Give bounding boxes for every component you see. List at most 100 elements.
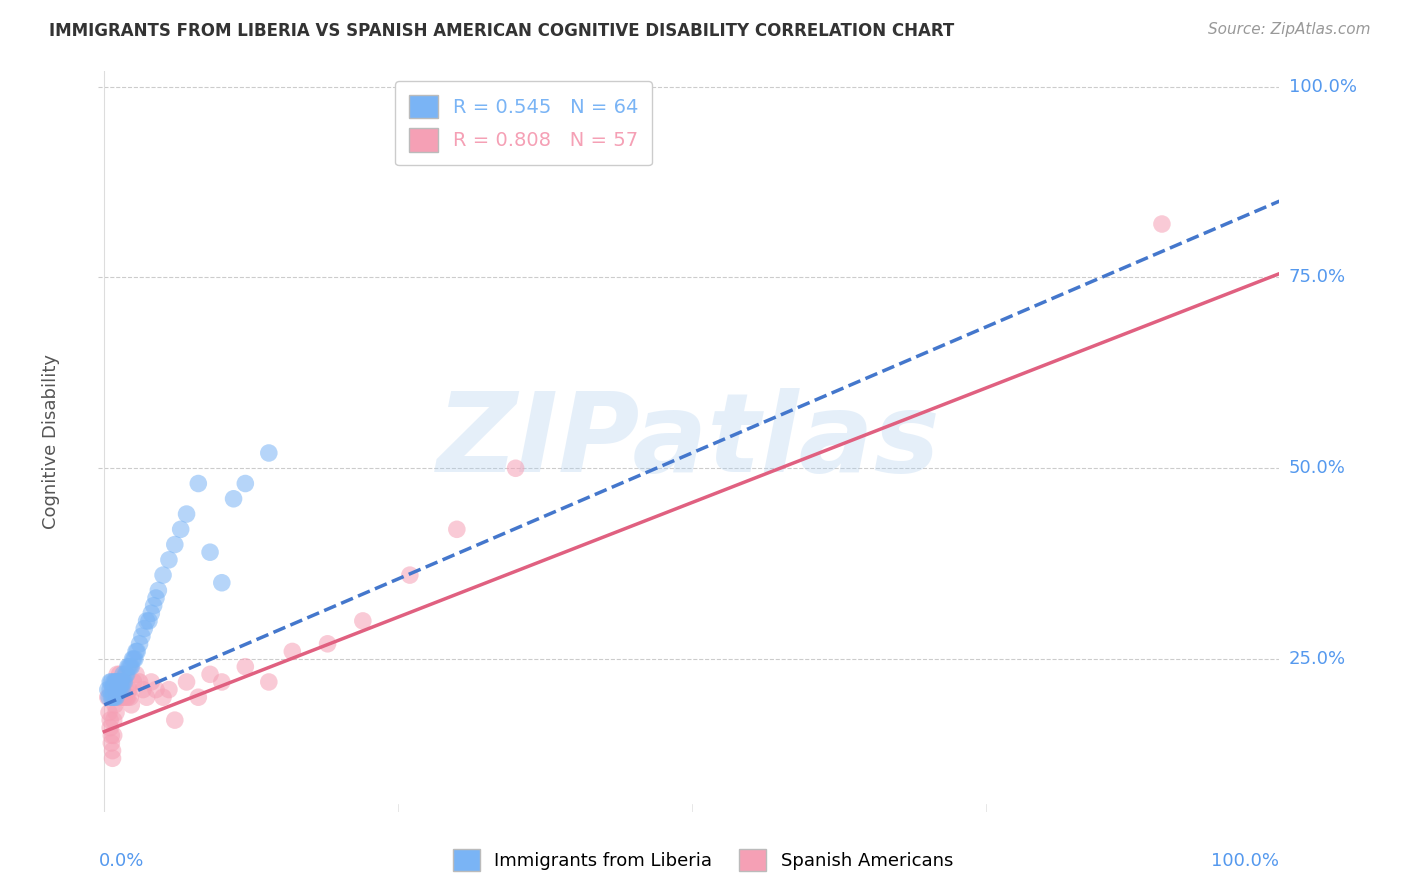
Point (104, 682, 127, 697)
Point (101, 744, 124, 758)
Point (198, 545, 221, 559)
Point (121, 652, 143, 666)
Point (105, 675, 128, 690)
Point (105, 690, 128, 705)
Point (118, 682, 141, 697)
Point (98, 682, 121, 697)
Point (134, 622, 156, 636)
Point (128, 637, 150, 651)
Point (115, 690, 138, 705)
Point (98, 675, 121, 690)
Point (187, 476, 209, 491)
Point (148, 583, 170, 598)
Point (110, 675, 132, 690)
Point (104, 698, 127, 712)
Point (122, 675, 145, 690)
Point (117, 659, 139, 673)
Point (100, 675, 122, 690)
Point (257, 446, 280, 460)
Point (211, 575, 233, 590)
Point (118, 659, 141, 673)
Point (104, 682, 127, 697)
Point (105, 675, 128, 690)
Point (142, 599, 165, 613)
Point (101, 751, 124, 765)
Point (111, 682, 134, 697)
Point (114, 682, 136, 697)
Point (107, 675, 129, 690)
Text: Cognitive Disability: Cognitive Disability (42, 354, 60, 529)
Point (108, 667, 131, 681)
Point (222, 491, 245, 506)
Point (398, 568, 420, 582)
Point (163, 713, 186, 727)
Point (108, 682, 131, 697)
Point (110, 690, 132, 705)
Point (105, 675, 128, 690)
Point (105, 682, 128, 697)
Point (176, 675, 198, 690)
Point (145, 591, 167, 605)
Point (131, 629, 153, 643)
Point (141, 607, 163, 621)
Point (157, 553, 180, 567)
Point (233, 476, 256, 491)
Point (120, 659, 142, 673)
Text: Source: ZipAtlas.com: Source: ZipAtlas.com (1208, 22, 1371, 37)
Point (128, 675, 150, 690)
Point (103, 675, 125, 690)
Point (120, 690, 142, 705)
Point (111, 690, 134, 705)
Point (1150, 217, 1173, 231)
Point (141, 675, 163, 690)
Text: ZIPatlas: ZIPatlas (437, 388, 941, 495)
Point (117, 690, 139, 705)
Point (98, 721, 121, 735)
Point (135, 690, 157, 705)
Point (111, 675, 134, 690)
Point (138, 614, 160, 628)
Point (157, 682, 180, 697)
Point (176, 507, 198, 521)
Point (120, 659, 142, 673)
Point (101, 682, 124, 697)
Point (127, 644, 149, 658)
Point (104, 675, 127, 690)
Text: IMMIGRANTS FROM LIBERIA VS SPANISH AMERICAN COGNITIVE DISABILITY CORRELATION CHA: IMMIGRANTS FROM LIBERIA VS SPANISH AMERI… (49, 22, 955, 40)
Point (125, 667, 148, 681)
Point (105, 690, 128, 705)
Point (101, 690, 124, 705)
Point (115, 667, 138, 681)
Point (446, 522, 468, 536)
Point (170, 522, 193, 536)
Point (105, 682, 128, 697)
Point (110, 675, 132, 690)
Point (163, 538, 186, 552)
Point (125, 644, 148, 658)
Point (152, 568, 174, 582)
Text: 100.0%: 100.0% (1289, 78, 1357, 95)
Point (122, 652, 145, 666)
Point (98, 690, 121, 705)
Point (100, 690, 122, 705)
Point (211, 675, 233, 690)
Point (152, 690, 174, 705)
Point (104, 690, 127, 705)
Point (112, 667, 135, 681)
Point (107, 675, 129, 690)
Point (124, 652, 146, 666)
Text: 100.0%: 100.0% (1212, 853, 1279, 871)
Point (105, 682, 128, 697)
Text: 50.0%: 50.0% (1289, 459, 1346, 477)
Point (233, 659, 256, 673)
Point (198, 667, 221, 681)
Point (110, 682, 132, 697)
Point (112, 675, 135, 690)
Point (112, 675, 135, 690)
Text: 75.0%: 75.0% (1289, 268, 1346, 286)
Text: 0.0%: 0.0% (98, 853, 143, 871)
Legend: Immigrants from Liberia, Spanish Americans: Immigrants from Liberia, Spanish America… (446, 842, 960, 879)
Point (112, 682, 135, 697)
Point (108, 682, 131, 697)
Point (135, 614, 157, 628)
